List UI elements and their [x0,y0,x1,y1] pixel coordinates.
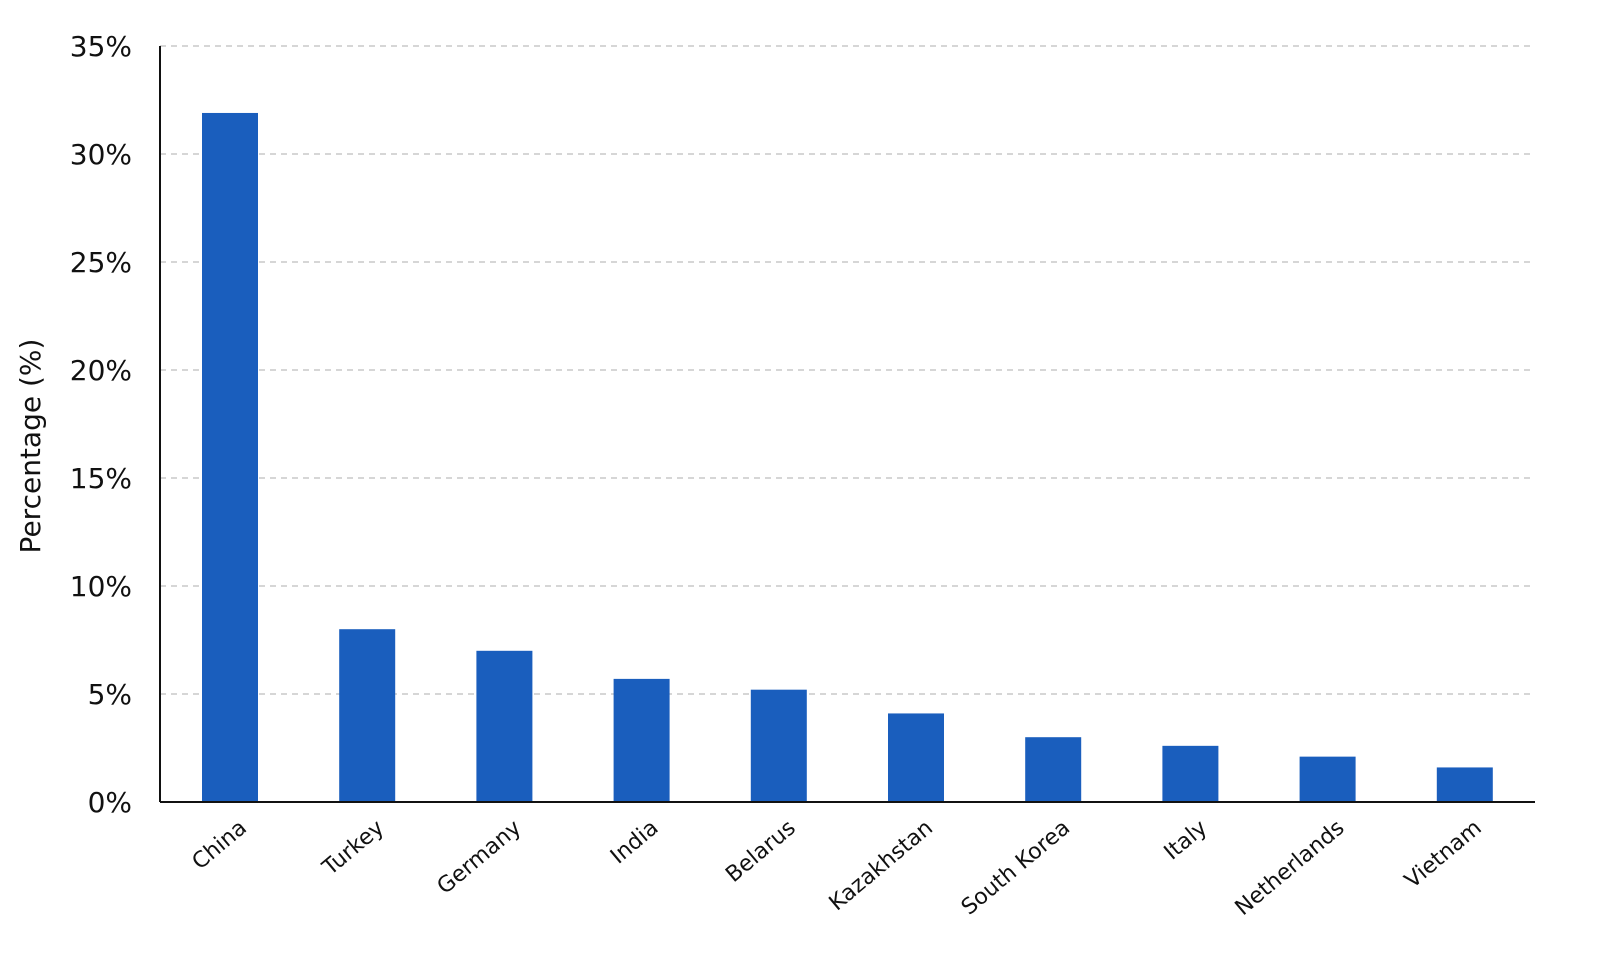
bar-germany [476,650,533,802]
x-tick-label: Germany [433,815,527,899]
bar-turkey [339,629,396,802]
bars [202,112,1493,802]
y-tick-labels: 0% 5% 10% 15% 20% 25% 30% 35% [70,30,132,819]
x-tick-labels: China Turkey Germany India Belarus Kazakhstan… [188,815,1487,920]
x-tick-label: Netherlands [1231,815,1350,920]
x-tick-label: Belarus [721,815,800,887]
x-tick-label: Italy [1160,815,1213,865]
bar-china [202,112,258,802]
y-tick-label: 10% [70,570,132,603]
bar-south-korea [1025,737,1082,802]
x-tick-label: China [188,815,252,875]
x-tick-label: India [606,815,663,869]
y-tick-label: 20% [70,354,132,387]
y-tick-label: 0% [88,786,132,819]
x-tick-label: Vietnam [1400,815,1486,893]
bar-kazakhstan [888,713,944,802]
x-tick-label: Turkey [317,815,389,881]
x-tick-label: South Korea [957,815,1075,920]
y-tick-label: 35% [70,30,132,63]
bar-netherlands [1299,756,1356,802]
y-tick-label: 30% [70,138,132,171]
bar-india [613,678,670,802]
y-tick-label: 25% [70,246,132,279]
bar-vietnam [1436,767,1493,802]
bar-belarus [750,689,807,802]
y-axis-title: Percentage (%) [14,339,47,554]
y-tick-label: 15% [70,462,132,495]
bar-italy [1162,745,1219,802]
gridlines [160,45,1535,695]
x-tick-label: Kazakhstan [825,815,938,916]
y-tick-label: 5% [88,678,132,711]
